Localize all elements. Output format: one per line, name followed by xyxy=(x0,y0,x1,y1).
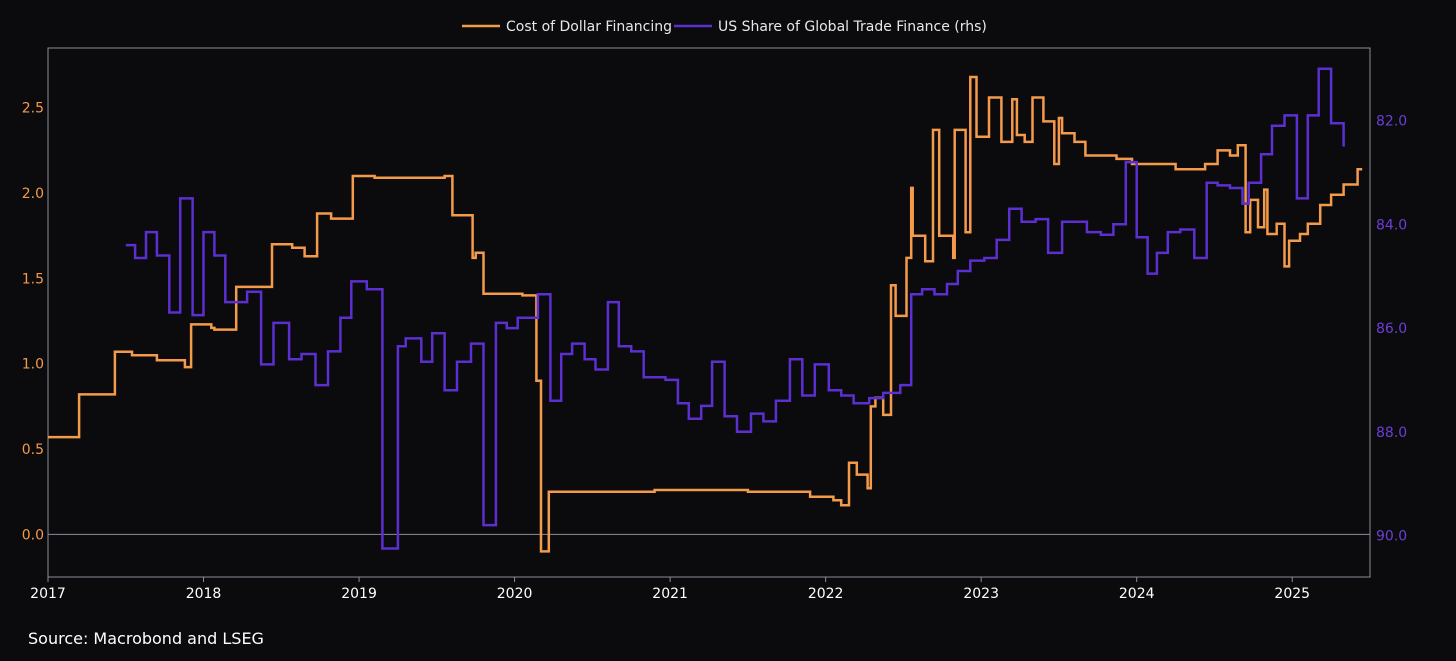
series-line-cost-of-dollar-financing xyxy=(48,75,1363,553)
y-left-tick-label: 1.5 xyxy=(22,271,44,287)
y-right-tick-label: 86.0 xyxy=(1376,321,1407,337)
y-left-tick-label: 1.0 xyxy=(22,357,44,373)
y-right-tick-label: 82.0 xyxy=(1376,114,1407,130)
x-tick-label: 2025 xyxy=(1274,586,1310,602)
y-right-tick-label: 84.0 xyxy=(1376,217,1407,233)
x-tick-label: 2020 xyxy=(497,586,533,602)
x-axis: 2017 2018 2019 2020 2021 2022 2023 2024 2025 xyxy=(30,577,1310,602)
x-tick-label: 2017 xyxy=(30,586,66,602)
source-note: Source: Macrobond and LSEG xyxy=(28,629,264,648)
y-left-tick-label: 0.5 xyxy=(22,442,44,458)
plot-frame xyxy=(47,47,1371,578)
y-left-tick-label: 2.5 xyxy=(22,101,44,117)
series-line-us-share-trade-finance xyxy=(125,67,1345,550)
x-tick-label: 2023 xyxy=(963,586,999,602)
x-tick-label: 2019 xyxy=(341,586,377,602)
legend: Cost of Dollar Financing US Share of Glo… xyxy=(462,19,987,35)
y-right-tick-label: 90.0 xyxy=(1376,529,1407,545)
x-tick-label: 2022 xyxy=(808,586,844,602)
legend-label-share: US Share of Global Trade Finance (rhs) xyxy=(718,19,987,35)
x-tick-label: 2024 xyxy=(1119,586,1155,602)
x-tick-label: 2018 xyxy=(186,586,222,602)
legend-label-cost: Cost of Dollar Financing xyxy=(506,19,672,35)
y-axis-left: 0.0 0.5 1.0 1.5 2.0 2.5 xyxy=(22,101,44,544)
y-left-tick-label: 2.0 xyxy=(22,186,44,202)
x-tick-label: 2021 xyxy=(652,586,688,602)
y-right-tick-label: 88.0 xyxy=(1376,425,1407,441)
y-left-tick-label: 0.0 xyxy=(22,527,44,543)
y-axis-right: 82.0 84.0 86.0 88.0 90.0 xyxy=(1376,114,1407,545)
series-layer xyxy=(48,67,1363,553)
